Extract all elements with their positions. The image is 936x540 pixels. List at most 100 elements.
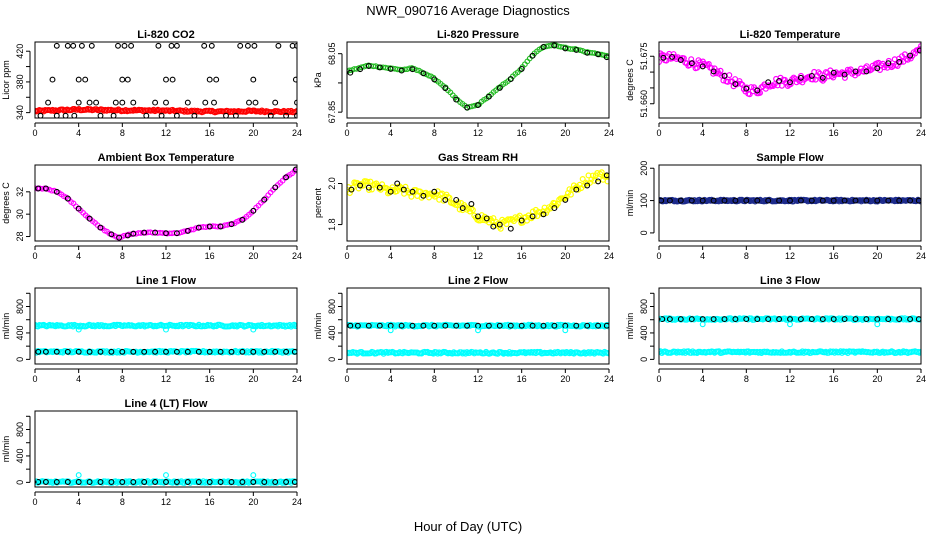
- x-tick-label: 20: [872, 374, 882, 384]
- temp_avg-point: [765, 79, 772, 86]
- line4_avg-point: [35, 479, 42, 485]
- line3_avg-point: [710, 316, 717, 323]
- x-tick-label: 16: [517, 128, 527, 138]
- co2_low-point: [112, 99, 119, 106]
- co2_floor-point: [294, 112, 297, 118]
- y-tick-label: 0: [327, 357, 337, 362]
- line1_avg-point: [35, 348, 42, 355]
- rh_avg-point: [518, 217, 525, 224]
- line2_spikes-point: [475, 327, 481, 334]
- rh_avg-point: [468, 201, 475, 207]
- x-tick-label: 8: [744, 251, 749, 261]
- x-tick-label: 0: [344, 374, 349, 384]
- x-tick-label: 20: [872, 128, 882, 138]
- x-tick-label: 16: [517, 374, 527, 384]
- co2_high-point: [275, 42, 282, 49]
- panel-frame: [346, 41, 610, 119]
- pressure_avg-point: [442, 85, 449, 92]
- sample_flow_avg-point: [688, 197, 695, 204]
- rh_1min-point: [386, 189, 393, 196]
- sample_flow_avg-point: [819, 197, 826, 204]
- rh_1min-point: [583, 180, 590, 187]
- panel-frame: [658, 287, 922, 365]
- y-tick-label: 400: [15, 325, 25, 340]
- co2_high-point: [244, 42, 251, 49]
- temp_1min-point: [771, 81, 778, 88]
- co2_low-point: [119, 99, 126, 106]
- rh_1min-point: [364, 178, 371, 185]
- line3_avg-point: [907, 316, 914, 323]
- co2_high-point: [121, 42, 128, 49]
- co2_low-point: [246, 99, 252, 106]
- rh_avg-point: [490, 223, 497, 230]
- rh_1min-point: [567, 191, 574, 198]
- co2_mid-point: [119, 76, 126, 83]
- sample_flow_avg-point: [659, 197, 665, 204]
- line4_avg-point: [272, 479, 279, 485]
- co2_high-point: [78, 42, 85, 49]
- box_temp_avg-point: [272, 184, 279, 191]
- line1_avg-point: [42, 348, 49, 355]
- plot-area: [347, 169, 609, 232]
- line1_avg-point: [53, 348, 60, 355]
- pressure_avg-point: [595, 51, 602, 58]
- panel-title: Sample Flow: [756, 152, 824, 164]
- pressure_1min-point: [471, 102, 478, 109]
- chart-panel-3: Li-820 Temperature degrees C 0 4 8 12 16 20 24 51…: [625, 29, 926, 138]
- line2_avg-point: [420, 322, 427, 329]
- figure-title: NWR_090716 Average Diagnostics: [366, 3, 570, 18]
- box_temp_avg-point: [228, 221, 235, 228]
- rh_1min-point: [366, 187, 373, 194]
- rh_avg-point: [348, 186, 355, 193]
- co2_floor-point: [158, 112, 165, 118]
- temp_1min-point: [694, 64, 701, 71]
- line4_avg-point: [261, 479, 268, 485]
- rh_avg-point: [357, 182, 364, 189]
- co2_low-point: [184, 99, 191, 106]
- chart-panel-10: Line 4 (LT) Flow ml/min 0 4 8 12 16 20 24 0 400 800: [1, 398, 302, 507]
- temp_1min-point: [809, 76, 816, 83]
- plot-area: [35, 472, 297, 487]
- line3_avg-point: [797, 316, 804, 323]
- plot-area: [659, 315, 921, 357]
- panel-frame: [34, 410, 298, 488]
- co2_low-point: [202, 99, 209, 106]
- rh_1min-point: [566, 186, 573, 193]
- line4_avg-point: [75, 479, 82, 485]
- temp_1min-point: [778, 82, 785, 89]
- panel-ylabel: kPa: [313, 72, 323, 88]
- line3_avg-point: [688, 316, 695, 323]
- line1_spikes-point: [163, 326, 169, 333]
- temp_1min-point: [815, 69, 822, 76]
- box_temp_avg-point: [173, 230, 180, 237]
- co2_floor-point: [110, 112, 117, 118]
- x-tick-label: 12: [473, 251, 483, 261]
- x-tick-label: 12: [785, 374, 795, 384]
- line2_upper_1min-point: [604, 322, 609, 328]
- x-tick-label: 12: [473, 374, 483, 384]
- x-tick-label: 16: [205, 128, 215, 138]
- co2_high-point: [173, 42, 180, 49]
- rh_avg-point: [409, 188, 416, 195]
- box_temp_avg-point: [152, 229, 159, 236]
- box_temp_avg-point: [206, 223, 213, 230]
- sample_flow_avg-point: [874, 197, 881, 204]
- sample_flow_avg-point: [885, 197, 892, 204]
- pressure_avg-point: [365, 63, 372, 69]
- temp_1min-point: [912, 50, 919, 57]
- sample_flow_avg-point: [808, 197, 815, 204]
- line4_spikes-point: [75, 472, 82, 479]
- temp_avg-point: [797, 74, 804, 81]
- line4_avg-point: [152, 479, 159, 485]
- temp_avg-point: [808, 72, 815, 79]
- line1_avg-point: [291, 348, 297, 355]
- x-tick-label: 12: [161, 374, 171, 384]
- x-tick-label: 0: [656, 251, 661, 261]
- pressure_avg-point: [562, 45, 569, 52]
- y-tick-label: 0: [15, 480, 25, 485]
- line1_avg-point: [206, 348, 213, 355]
- line3_spikes-point: [659, 316, 662, 323]
- temp_1min-point: [793, 79, 800, 86]
- temp_avg-point: [710, 68, 717, 75]
- line2_avg-point: [376, 322, 383, 329]
